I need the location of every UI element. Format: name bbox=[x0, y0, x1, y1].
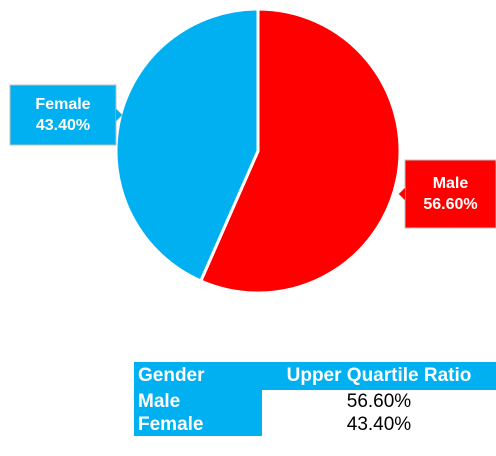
row: Female 43.40% bbox=[134, 413, 496, 436]
pie-chart: Male 56.60% Female 43.40% bbox=[9, 7, 496, 295]
pie-slice bbox=[198, 7, 402, 295]
pointer-join bbox=[116, 109, 122, 121]
slice-label: Male bbox=[433, 175, 469, 192]
slice-label: Female bbox=[35, 96, 90, 113]
cell: Male bbox=[134, 390, 262, 413]
label-box bbox=[9, 84, 117, 146]
cell: 43.40% bbox=[346, 413, 412, 435]
ratio-table: Gender Upper Quartile Ratio Male 56.60% … bbox=[134, 362, 496, 436]
slice-value-label: 43.40% bbox=[36, 117, 90, 134]
pointer-join bbox=[399, 188, 405, 200]
slice-value-label: 56.60% bbox=[423, 196, 477, 213]
header-cell: Gender bbox=[134, 362, 262, 390]
cell: 56.60% bbox=[346, 390, 412, 412]
header-cell: Upper Quartile Ratio bbox=[262, 362, 496, 390]
cell: Female bbox=[134, 413, 262, 436]
header-row: Gender Upper Quartile Ratio bbox=[134, 362, 496, 390]
label-box bbox=[404, 159, 496, 229]
row: Male 56.60% bbox=[134, 390, 496, 413]
pie-slice bbox=[114, 7, 260, 283]
